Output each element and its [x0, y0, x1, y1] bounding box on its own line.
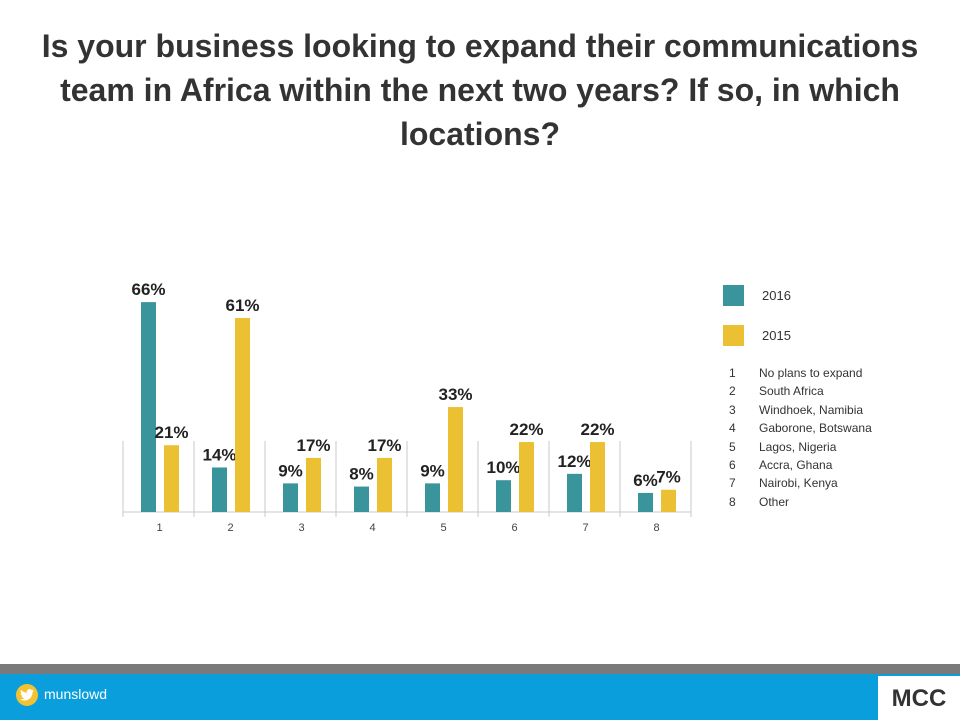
bar-2015-6 [519, 442, 534, 512]
footer-divider-stripe [0, 664, 960, 674]
bar-2016-7 [567, 473, 582, 512]
bar-2016-2 [212, 467, 227, 512]
key-item: 2 South Africa [723, 382, 943, 400]
key-label: No plans to expand [759, 366, 863, 380]
key-item: 6 Accra, Ghana [723, 456, 943, 474]
key-label: Nairobi, Kenya [759, 476, 838, 491]
key-number: 6 [729, 458, 736, 473]
x-tick-label-7: 7 [582, 522, 588, 534]
x-tick-label-2: 2 [227, 522, 233, 534]
key-item: 3 Windhoek, Namibia [723, 401, 943, 419]
data-label-2016-3: 9% [278, 461, 303, 480]
key-number: 1 [729, 366, 736, 380]
bar-2016-3 [283, 483, 298, 512]
legend-label-2016: 2016 [762, 287, 791, 303]
legend-entry-2016: 2016 [723, 284, 943, 306]
x-tick-label-5: 5 [440, 522, 446, 534]
bar-chart: 66% 21% 1 14% 61% 2 9% 17% 3 8% 17% 4 9% 33% 5 10% 22% 6 1… [122, 280, 692, 534]
legend-label-2015: 2015 [762, 327, 791, 343]
bar-2015-1 [164, 445, 179, 512]
bar-2016-8 [638, 492, 653, 512]
key-item: 1 No plans to expand [723, 364, 943, 382]
key-number: 3 [729, 402, 736, 417]
data-label-2015-1: 21% [154, 423, 188, 442]
x-tick-label-8: 8 [653, 522, 659, 534]
legend-swatch-2016 [723, 284, 744, 306]
x-tick-label-4: 4 [369, 522, 375, 534]
data-label-2016-2: 14% [202, 445, 236, 464]
data-label-2015-8: 7% [656, 468, 681, 487]
data-label-2015-3: 17% [296, 436, 330, 455]
key-number: 7 [729, 476, 736, 491]
bar-2015-3 [306, 457, 321, 512]
key-item: 7 Nairobi, Kenya [723, 474, 943, 492]
legend-entry-2015: 2015 [723, 324, 943, 346]
key-label: Accra, Ghana [759, 458, 833, 473]
data-label-2016-6: 10% [486, 458, 520, 477]
data-label-2016-7: 12% [557, 452, 591, 471]
data-label-2015-7: 22% [580, 420, 614, 439]
x-tick-label-1: 1 [156, 522, 162, 534]
slide-title: Is your business looking to expand their… [41, 28, 919, 152]
bar-2015-7 [590, 442, 605, 512]
legend-swatch-2015 [723, 324, 744, 346]
data-label-2016-1: 66% [131, 280, 165, 299]
key-item: 5 Lagos, Nigeria [723, 438, 943, 456]
key-number: 4 [729, 421, 736, 436]
key-number: 8 [729, 494, 736, 509]
bar-2015-8 [661, 489, 676, 512]
data-label-2015-5: 33% [438, 385, 472, 404]
footer-bar [0, 674, 960, 720]
x-tick-label-6: 6 [511, 522, 517, 534]
bar-2016-1 [141, 302, 156, 512]
bar-2015-5 [448, 407, 463, 512]
key-label: Other [759, 494, 790, 509]
key-label: Lagos, Nigeria [759, 439, 837, 454]
data-label-2015-4: 17% [367, 436, 401, 455]
data-label-2016-5: 9% [420, 461, 445, 480]
logo-text: MCC [891, 685, 947, 712]
key-item: 4 Gaborone, Botswana [723, 419, 943, 437]
data-label-2016-8: 6% [633, 471, 658, 490]
mcc-logo: MCC [878, 676, 960, 720]
bar-2016-4 [354, 486, 369, 512]
chart-legend: 2016 2015 1 No plans to expand 2 South Afr… [723, 284, 943, 511]
twitter-bird-icon [16, 684, 38, 706]
x-tick-label-3: 3 [298, 522, 304, 534]
key-number: 2 [729, 384, 736, 399]
bar-2015-2 [235, 318, 250, 512]
bar-2016-6 [496, 480, 511, 512]
bar-2016-5 [425, 483, 440, 512]
twitter-handle: munslowd [44, 686, 108, 702]
bar-2015-4 [377, 457, 392, 512]
data-label-2015-6: 22% [509, 420, 543, 439]
key-number: 5 [729, 439, 736, 454]
data-label-2016-4: 8% [349, 465, 374, 484]
key-label: Gaborone, Botswana [759, 421, 872, 436]
category-key-list: 1 No plans to expand 2 South Africa 3 Windh… [723, 364, 943, 511]
data-label-2015-2: 61% [225, 296, 259, 315]
key-label: Windhoek, Namibia [759, 402, 864, 417]
key-label: South Africa [759, 384, 824, 399]
key-item: 8 Other [723, 493, 943, 511]
